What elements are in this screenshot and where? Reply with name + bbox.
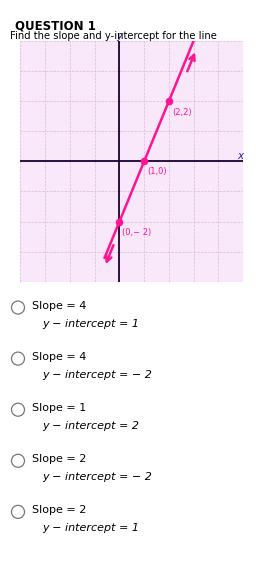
- Text: Slope = 4: Slope = 4: [31, 300, 86, 310]
- Text: (2,2): (2,2): [172, 107, 191, 117]
- Text: (1,0): (1,0): [147, 167, 167, 176]
- Text: QUESTION 1: QUESTION 1: [15, 19, 96, 32]
- Text: y − intercept = 2: y − intercept = 2: [42, 421, 140, 431]
- Text: Slope = 4: Slope = 4: [31, 352, 86, 361]
- Text: y − intercept = − 2: y − intercept = − 2: [42, 370, 152, 379]
- Text: Slope = 2: Slope = 2: [31, 454, 86, 464]
- Text: y − intercept = 1: y − intercept = 1: [42, 523, 140, 533]
- Text: Slope = 2: Slope = 2: [31, 505, 86, 515]
- Text: y − intercept = 1: y − intercept = 1: [42, 318, 140, 329]
- Text: (0,− 2): (0,− 2): [122, 228, 152, 237]
- Text: y − intercept = − 2: y − intercept = − 2: [42, 472, 152, 482]
- Text: Slope = 1: Slope = 1: [31, 403, 86, 413]
- Text: x: x: [237, 151, 243, 161]
- Text: y: y: [116, 31, 123, 41]
- Text: Find the slope and y-intercept for the line: Find the slope and y-intercept for the l…: [10, 31, 217, 41]
